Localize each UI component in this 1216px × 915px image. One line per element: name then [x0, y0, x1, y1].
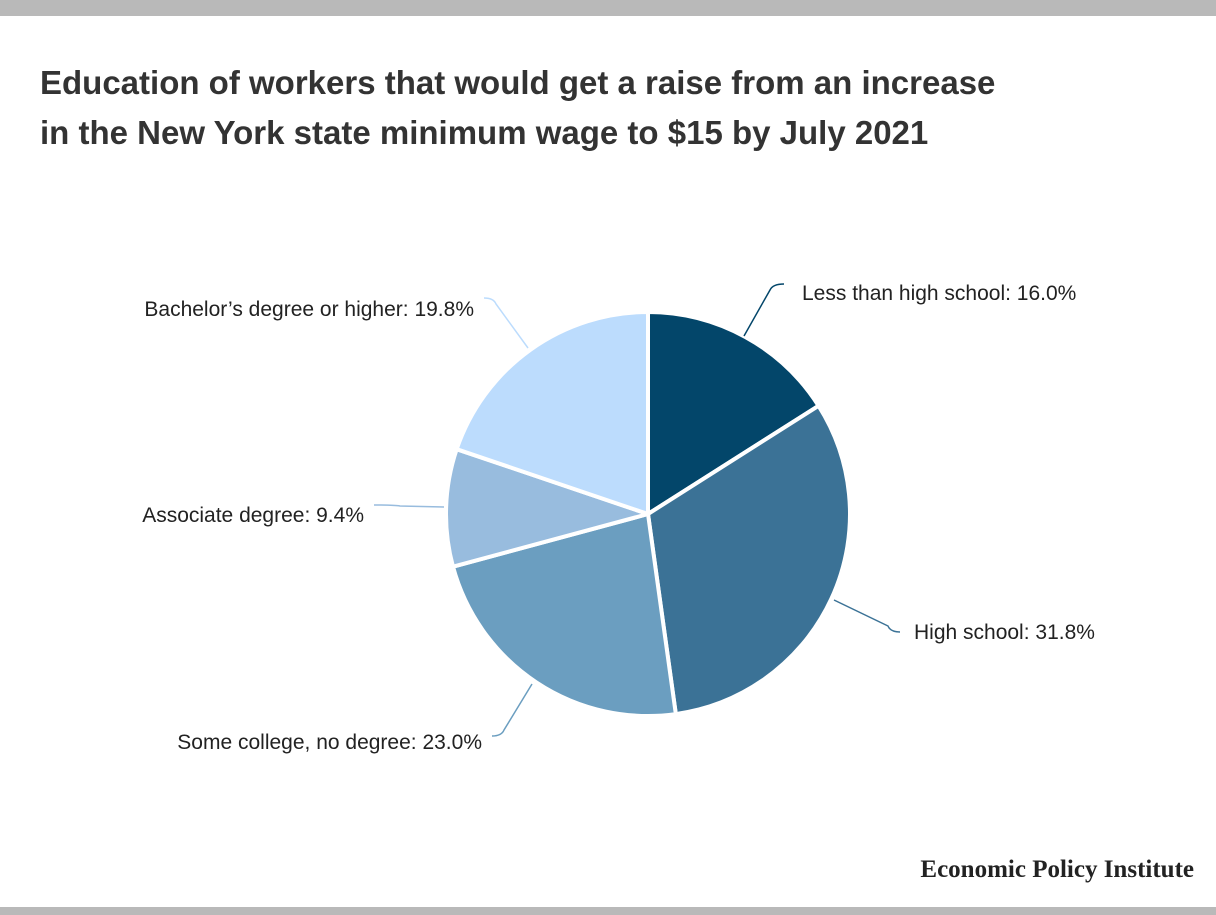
- chart-title: Education of workers that would get a ra…: [40, 58, 1180, 158]
- slice-label-associate-degree: Associate degree: 9.4%: [142, 504, 364, 527]
- slice-labels: Less than high school: 16.0% High school:…: [142, 282, 1095, 754]
- leader-line-some-college-no-degree: [491, 683, 533, 737]
- slice-label-some-college-no-degree: Some college, no degree: 23.0%: [177, 731, 482, 754]
- source-credit: Economic Policy Institute: [920, 856, 1194, 883]
- leader-line-high-school: [833, 599, 901, 633]
- bottom-border-bar: [0, 907, 1216, 915]
- leader-line-less-than-high-school: [743, 283, 785, 337]
- pie-slice-high-school: [646, 403, 852, 717]
- pie-slice-associate-degree: [444, 447, 650, 569]
- top-border-bar: [0, 0, 1216, 16]
- slice-label-less-than-high-school: Less than high school: 16.0%: [802, 282, 1076, 305]
- leader-line-associate-degree: [373, 504, 445, 508]
- chart-title-line-2: in the New York state minimum wage to $1…: [40, 114, 929, 151]
- pie-slice-bachelor-s-degree-or-higher: [454, 310, 650, 516]
- slice-label-high-school: High school: 31.8%: [914, 621, 1095, 644]
- slice-label-bachelor-s-degree-or-higher: Bachelor’s degree or higher: 19.8%: [144, 298, 474, 321]
- leader-line-bachelor-s-degree-or-higher: [483, 297, 529, 349]
- pie-slice-some-college-no-degree: [450, 512, 678, 718]
- chart-title-line-1: Education of workers that would get a ra…: [40, 64, 996, 101]
- pie-slice-less-than-high-school: [646, 310, 821, 516]
- leader-lines: [373, 283, 901, 737]
- pie-slices: [444, 310, 852, 718]
